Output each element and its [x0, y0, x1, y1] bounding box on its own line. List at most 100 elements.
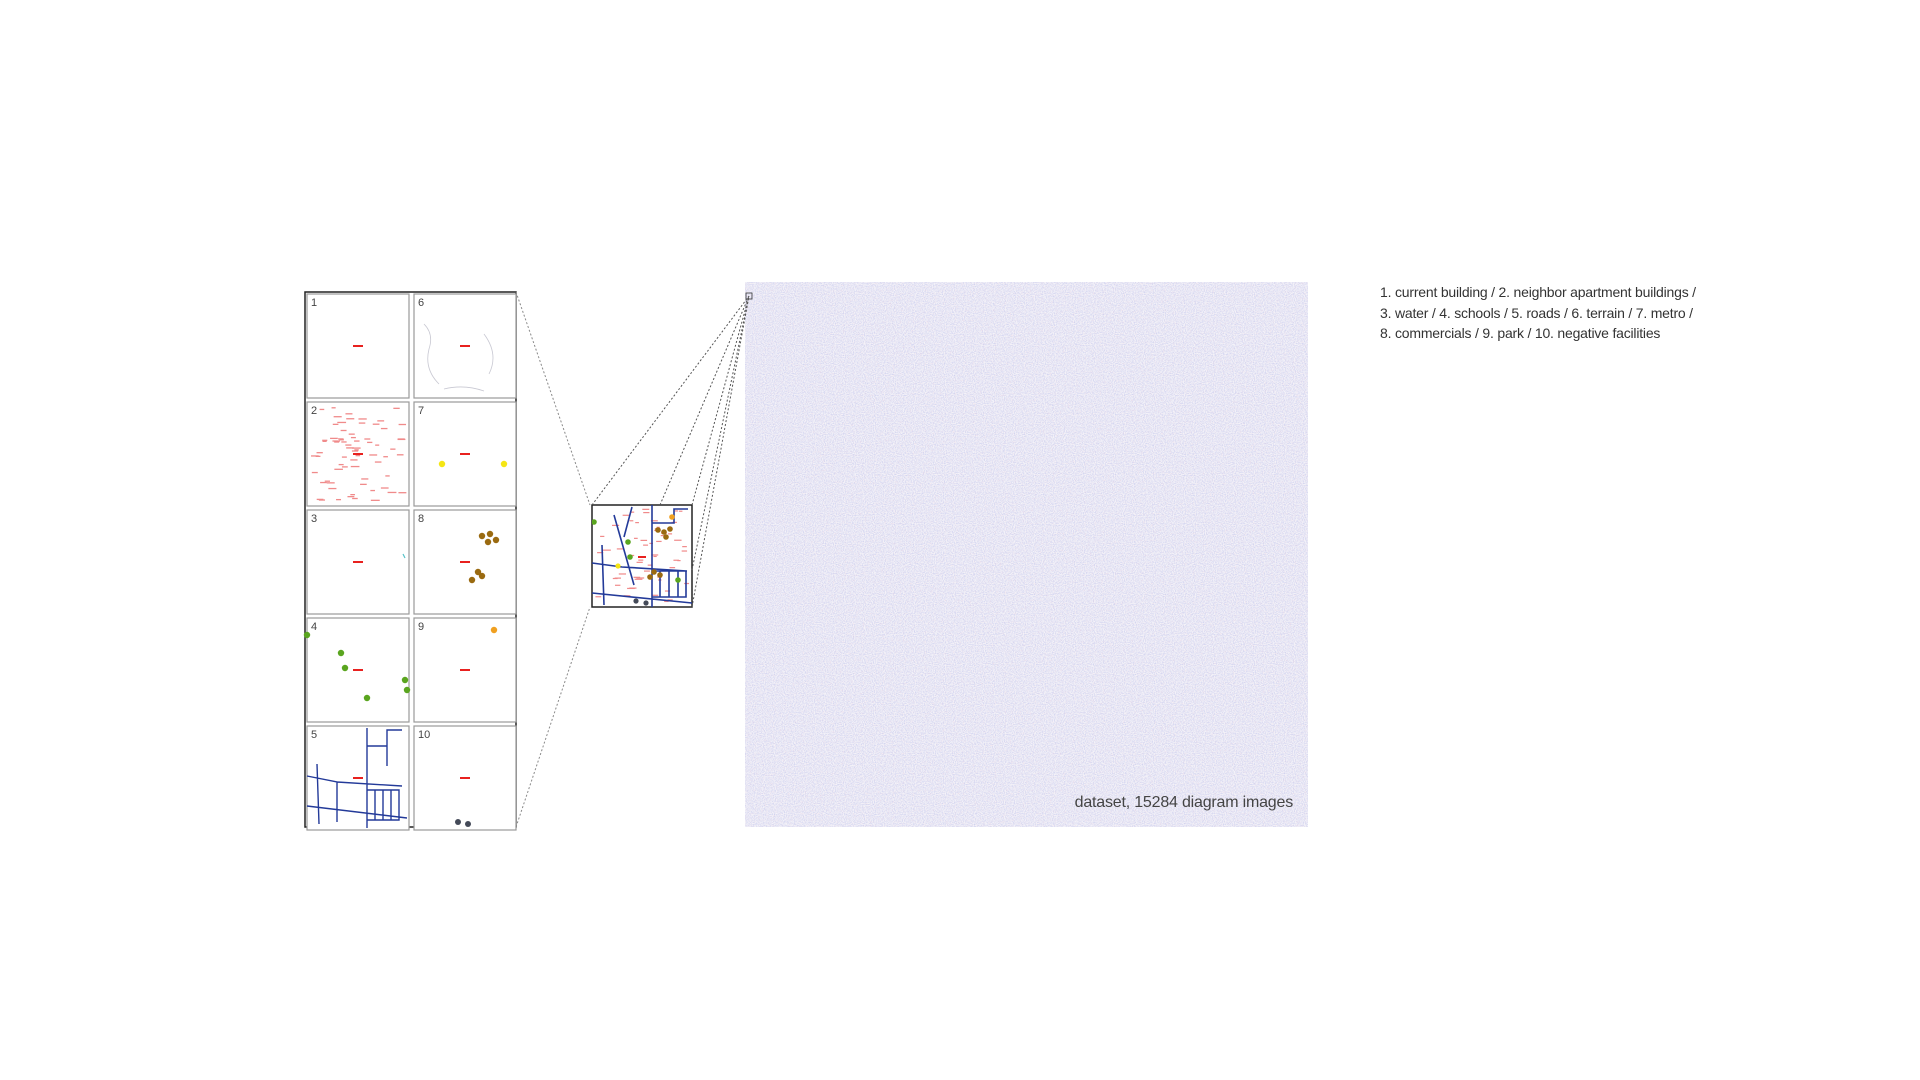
layer-panel-9: 9: [413, 617, 517, 723]
neighbor-building: [346, 418, 355, 420]
neighbor-building: [360, 483, 367, 486]
neighbor-building: [337, 421, 347, 424]
current-building-mark: [353, 669, 363, 671]
neighbor-building: [385, 475, 390, 477]
commercial-dot: [484, 538, 492, 546]
minimap-metro-dot: [615, 563, 621, 569]
road-network: [306, 728, 408, 828]
minimap-neighbor-building: [634, 578, 643, 580]
layer-panel-6: 6: [413, 293, 517, 399]
minimap-park-dot: [669, 514, 675, 520]
connector-line: [515, 606, 591, 828]
connector-line: [691, 295, 750, 608]
current-building-mark: [460, 345, 470, 347]
commercial-dot: [478, 572, 486, 580]
minimap-neighbor-building: [667, 599, 673, 601]
neighbor-building: [380, 427, 388, 430]
minimap-neighbor-building: [682, 546, 687, 548]
neighbor-building: [331, 407, 336, 409]
minimap-neighbor-building: [629, 520, 634, 522]
current-building-mark: [460, 669, 470, 671]
panel-number: 5: [311, 729, 317, 741]
minimap-neighbor-building: [668, 533, 673, 535]
minimap-content: [592, 505, 692, 607]
negative-facility-dot: [455, 819, 461, 825]
neighbor-building: [330, 437, 338, 440]
minimap-neighbor-building: [633, 537, 638, 539]
neighbor-building: [380, 487, 389, 489]
neighbor-building: [341, 441, 347, 443]
minimap-neighbor-building: [643, 570, 650, 572]
school-dot: [401, 676, 409, 684]
neighbor-building: [319, 408, 325, 411]
minimap-school-dot: [675, 577, 681, 583]
neighbor-building: [387, 491, 397, 494]
minimap-commercial-dot: [647, 574, 653, 580]
connector-line: [591, 295, 750, 506]
neighbor-building: [398, 423, 407, 426]
minimap-neighbor-building: [638, 559, 644, 561]
current-building-mark: [353, 561, 363, 563]
layer-panel-3: 3: [306, 509, 410, 615]
neighbor-building: [341, 466, 348, 468]
layer-legend: 1. current building / 2. neighbor apartm…: [1380, 282, 1800, 344]
panel-number: 8: [418, 513, 424, 525]
minimap-neighbor-building: [653, 555, 657, 558]
minimap-neighbor-building: [656, 540, 662, 543]
minimap-neighbor-building: [643, 544, 649, 546]
minimap-neighbor-building: [674, 539, 682, 541]
selected-sample-marker: [745, 292, 753, 300]
panel-number: 10: [418, 729, 430, 741]
layer-panel-grid: 1 6 2 7 3 8 4 9 5 10: [303, 291, 517, 831]
legend-line-2: 3. water / 4. schools / 5. roads / 6. te…: [1380, 304, 1693, 321]
neighbor-building: [375, 444, 380, 446]
neighbor-building: [352, 497, 358, 500]
minimap-neighbor-building: [636, 577, 645, 579]
minimap-neighbor-building: [681, 550, 688, 552]
school-dot: [303, 631, 311, 639]
neighbor-building: [316, 452, 323, 454]
minimap-commercial-dot: [655, 527, 661, 533]
minimap-neighbor-building: [643, 511, 650, 514]
neighbor-building: [334, 468, 343, 470]
neighbor-building: [396, 454, 404, 456]
minimap-neighbor-building: [640, 539, 648, 541]
commercial-dot: [492, 536, 500, 544]
neighbor-building: [369, 454, 378, 456]
neighbor-building: [341, 456, 347, 458]
neighbor-building: [364, 438, 371, 440]
minimap-neighbor-building: [649, 542, 653, 545]
current-building-mark: [353, 777, 363, 779]
layer-panel-10: 10: [413, 725, 517, 831]
neighbor-building: [383, 456, 388, 458]
school-dot: [363, 694, 371, 702]
minimap-commercial-dot: [661, 529, 667, 535]
dataset-texture-red: [745, 282, 1308, 827]
minimap-neighbor-building: [678, 510, 683, 512]
current-building-mark: [353, 345, 363, 347]
minimap-neighbor-building: [597, 552, 604, 554]
minimap-neighbor-building: [651, 594, 659, 596]
minimap-neighbor-building: [664, 590, 671, 592]
neighbor-building: [328, 487, 337, 490]
minimap-school-dot: [592, 519, 597, 525]
panel-number: 1: [311, 297, 317, 309]
park-dot: [490, 626, 498, 634]
composite-minimap: [591, 504, 693, 608]
minimap-neighbor-building: [650, 520, 658, 522]
minimap-to-dataset-connectors: [591, 295, 750, 608]
neighbor-building: [358, 418, 367, 420]
neighbor-building: [315, 455, 321, 457]
layer-panel-7: 7: [413, 401, 517, 507]
current-building-mark: [460, 453, 470, 455]
neighbor-building: [358, 422, 366, 424]
neighbor-building: [350, 459, 358, 461]
layer-panel-1: 1: [306, 293, 410, 399]
neighbor-building: [350, 493, 355, 496]
legend-line-1: 1. current building / 2. neighbor apartm…: [1380, 284, 1696, 300]
connector-line: [659, 295, 750, 506]
minimap-negative-facility-dot: [633, 598, 639, 604]
neighbor-building: [397, 438, 405, 440]
school-dot: [403, 686, 411, 694]
